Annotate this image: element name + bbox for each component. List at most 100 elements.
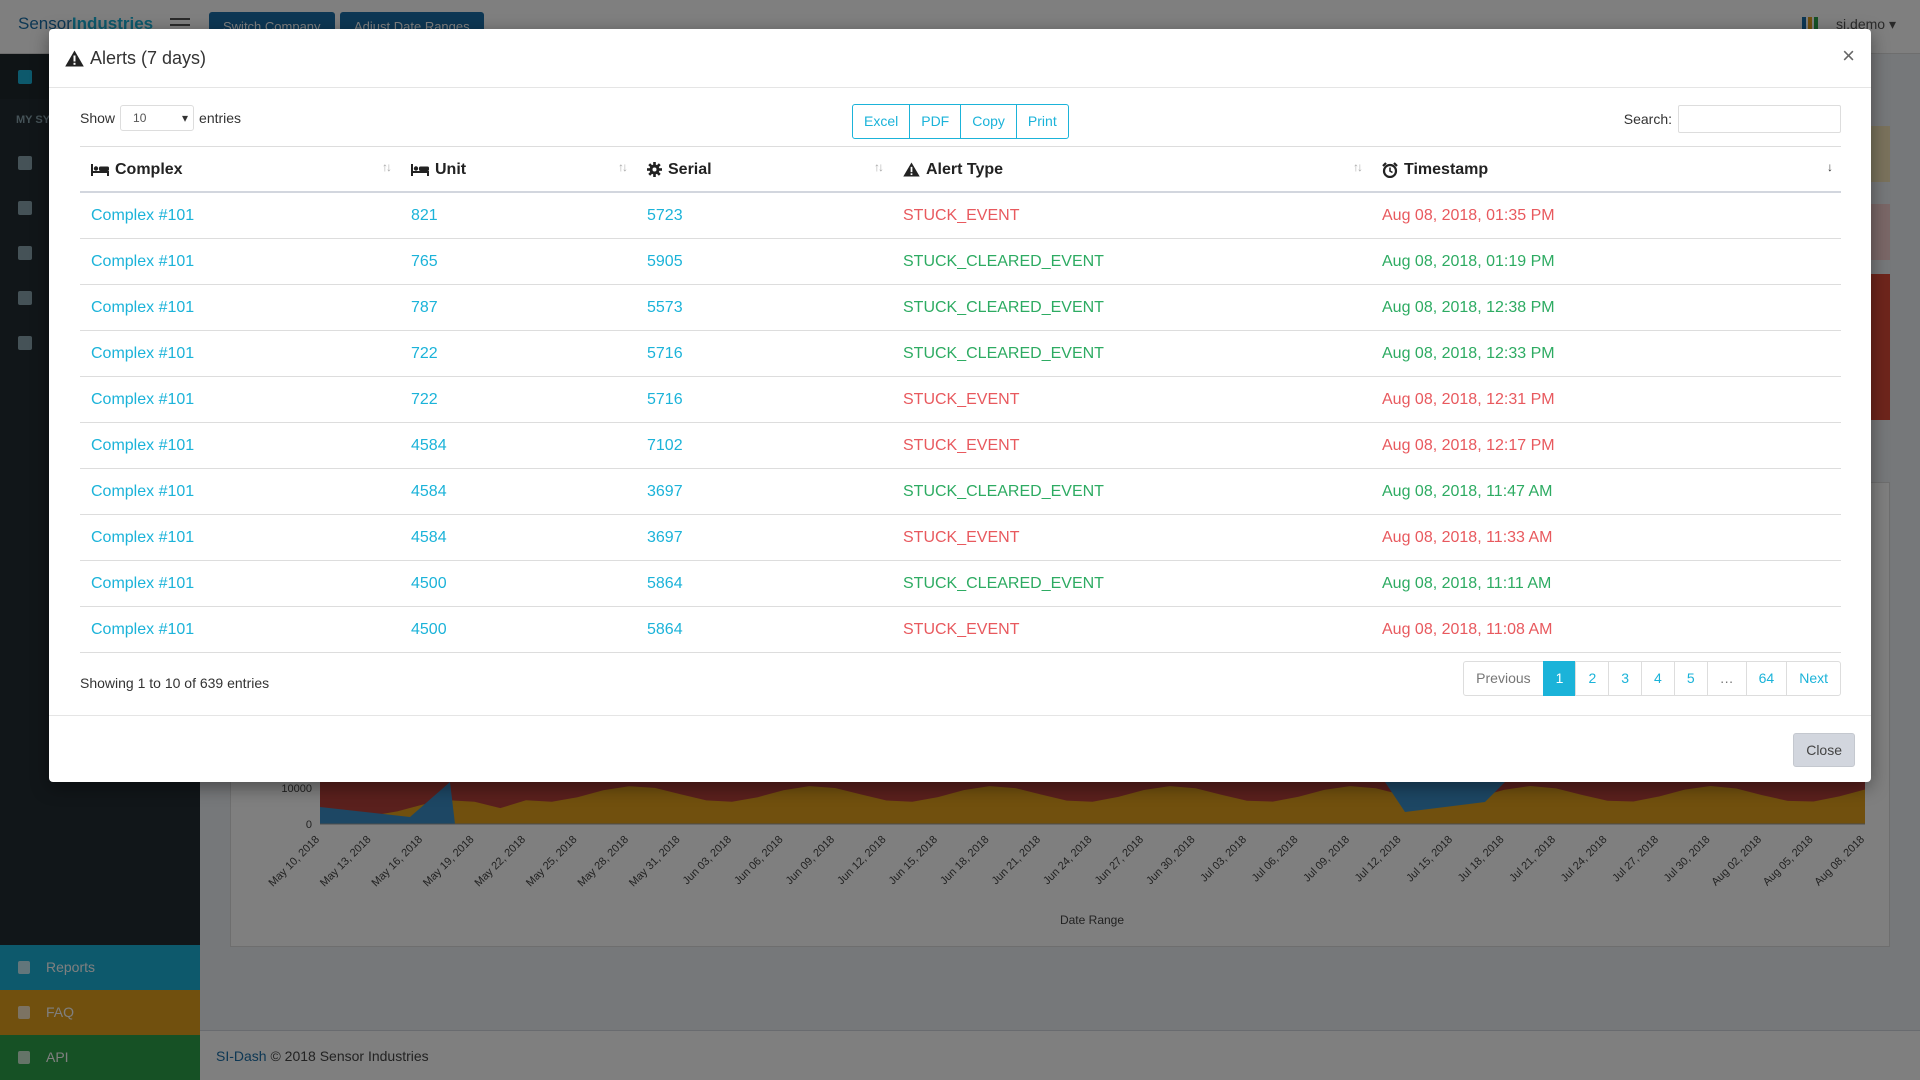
alerts-table: Complex ↑↓ Unit ↑↓ Serial ↑↓ Alert Type …	[80, 146, 1841, 653]
unit-link[interactable]: 722	[411, 390, 438, 408]
bed-icon	[91, 163, 109, 176]
alarm-clock-icon	[1382, 161, 1398, 178]
timestamp-cell: Aug 08, 2018, 11:47 AM	[1382, 482, 1553, 500]
alert-type-cell: STUCK_CLEARED_EVENT	[903, 252, 1104, 270]
serial-link[interactable]: 5716	[647, 344, 683, 362]
table-row: Complex #101 722 5716 STUCK_CLEARED_EVENT Au…	[80, 331, 1841, 377]
serial-link[interactable]: 5864	[647, 574, 683, 592]
unit-link[interactable]: 4584	[411, 436, 447, 454]
column-header-serial[interactable]: Serial ↑↓	[636, 147, 892, 192]
page-button-1[interactable]: 1	[1542, 661, 1577, 696]
complex-link[interactable]: Complex #101	[91, 620, 195, 638]
serial-link[interactable]: 5723	[647, 206, 683, 224]
page-button-5[interactable]: 5	[1673, 661, 1708, 696]
sort-desc-icon[interactable]: ↓	[1827, 160, 1833, 174]
bed-icon	[411, 163, 429, 176]
serial-link[interactable]: 5573	[647, 298, 683, 316]
alert-type-cell: STUCK_EVENT	[903, 528, 1020, 546]
page-button-64[interactable]: 64	[1745, 661, 1788, 696]
table-row: Complex #101 765 5905 STUCK_CLEARED_EVENT Au…	[80, 239, 1841, 285]
timestamp-cell: Aug 08, 2018, 11:11 AM	[1382, 574, 1552, 592]
unit-link[interactable]: 4500	[411, 574, 447, 592]
search-input[interactable]	[1678, 105, 1841, 133]
table-row: Complex #101 4584 7102 STUCK_EVENT Aug 08, 2…	[80, 423, 1841, 469]
timestamp-cell: Aug 08, 2018, 01:35 PM	[1382, 206, 1555, 224]
unit-link[interactable]: 722	[411, 344, 438, 362]
modal-title: Alerts (7 days)	[65, 48, 206, 69]
unit-link[interactable]: 787	[411, 298, 438, 316]
timestamp-cell: Aug 08, 2018, 12:17 PM	[1382, 436, 1555, 454]
modal-footer: Close	[49, 715, 1871, 782]
close-icon[interactable]: ×	[1842, 43, 1855, 68]
show-label: Show	[80, 110, 116, 126]
search-label: Search:	[1623, 111, 1672, 127]
timestamp-cell: Aug 08, 2018, 11:08 AM	[1382, 620, 1553, 638]
alert-type-cell: STUCK_CLEARED_EVENT	[903, 344, 1104, 362]
column-header-label: Serial	[668, 160, 712, 178]
complex-link[interactable]: Complex #101	[91, 206, 195, 224]
complex-link[interactable]: Complex #101	[91, 252, 195, 270]
table-row: Complex #101 722 5716 STUCK_EVENT Aug 08, 20…	[80, 377, 1841, 423]
complex-link[interactable]: Complex #101	[91, 344, 195, 362]
column-header-label: Unit	[435, 160, 467, 178]
serial-link[interactable]: 5905	[647, 252, 683, 270]
close-button[interactable]: Close	[1793, 733, 1855, 767]
search-control: Search:	[1624, 105, 1841, 133]
complex-link[interactable]: Complex #101	[91, 528, 195, 546]
page-button-3[interactable]: 3	[1608, 661, 1643, 696]
unit-link[interactable]: 4584	[411, 482, 447, 500]
copy-button[interactable]: Copy	[960, 104, 1017, 139]
unit-link[interactable]: 765	[411, 252, 438, 270]
modal-title-text: Alerts (7 days)	[90, 48, 207, 68]
sort-icon[interactable]: ↑↓	[618, 160, 628, 174]
alert-type-cell: STUCK_EVENT	[903, 620, 1020, 638]
complex-link[interactable]: Complex #101	[91, 436, 195, 454]
print-button[interactable]: Print	[1015, 104, 1069, 139]
table-row: Complex #101 4584 3697 STUCK_EVENT Aug 08, 2…	[80, 515, 1841, 561]
export-button-group: Excel PDF Copy Print	[852, 104, 1069, 139]
serial-link[interactable]: 7102	[647, 436, 683, 454]
serial-link[interactable]: 3697	[647, 528, 683, 546]
table-header-row: Complex ↑↓ Unit ↑↓ Serial ↑↓ Alert Type …	[80, 146, 1841, 193]
table-row: Complex #101 821 5723 STUCK_EVENT Aug 08, 20…	[80, 193, 1841, 239]
column-header-label: Alert Type	[926, 160, 1004, 178]
sort-icon[interactable]: ↑↓	[874, 160, 884, 174]
complex-link[interactable]: Complex #101	[91, 482, 195, 500]
timestamp-cell: Aug 08, 2018, 11:33 AM	[1382, 528, 1553, 546]
column-header-alert-type[interactable]: Alert Type ↑↓	[892, 147, 1371, 192]
entries-label: entries	[199, 110, 242, 126]
column-header-label: Complex	[115, 160, 183, 178]
table-row: Complex #101 787 5573 STUCK_CLEARED_EVENT Au…	[80, 285, 1841, 331]
unit-link[interactable]: 821	[411, 206, 438, 224]
gear-icon	[647, 162, 662, 177]
column-header-unit[interactable]: Unit ↑↓	[400, 147, 636, 192]
table-info: Showing 1 to 10 of 639 entries	[80, 675, 270, 691]
serial-link[interactable]: 3697	[647, 482, 683, 500]
pdf-button[interactable]: PDF	[909, 104, 962, 139]
complex-link[interactable]: Complex #101	[91, 390, 195, 408]
previous-page-button[interactable]: Previous	[1463, 661, 1544, 696]
excel-button[interactable]: Excel	[852, 104, 911, 139]
page-button-2[interactable]: 2	[1575, 661, 1610, 696]
warning-icon	[903, 162, 920, 177]
timestamp-cell: Aug 08, 2018, 01:19 PM	[1382, 252, 1555, 270]
serial-link[interactable]: 5716	[647, 390, 683, 408]
table-row: Complex #101 4500 5864 STUCK_CLEARED_EVENT A…	[80, 561, 1841, 607]
page-button-4[interactable]: 4	[1641, 661, 1675, 696]
table-body: Complex #101 821 5723 STUCK_EVENT Aug 08, 20…	[80, 193, 1841, 653]
serial-link[interactable]: 5864	[647, 620, 683, 638]
complex-link[interactable]: Complex #101	[91, 574, 195, 592]
column-header-timestamp[interactable]: Timestamp ↓	[1371, 147, 1841, 192]
entries-per-page-select[interactable]: 10	[120, 105, 195, 131]
complex-link[interactable]: Complex #101	[91, 298, 195, 316]
next-page-button[interactable]: Next	[1786, 661, 1841, 696]
entries-length-control: Show 10 entries	[80, 105, 241, 131]
unit-link[interactable]: 4584	[411, 528, 447, 546]
column-header-complex[interactable]: Complex ↑↓	[80, 147, 400, 192]
sort-icon[interactable]: ↑↓	[1353, 160, 1363, 174]
timestamp-cell: Aug 08, 2018, 12:38 PM	[1382, 298, 1555, 316]
alert-type-cell: STUCK_EVENT	[903, 206, 1020, 224]
sort-icon[interactable]: ↑↓	[382, 160, 392, 174]
timestamp-cell: Aug 08, 2018, 12:31 PM	[1382, 390, 1555, 408]
unit-link[interactable]: 4500	[411, 620, 447, 638]
